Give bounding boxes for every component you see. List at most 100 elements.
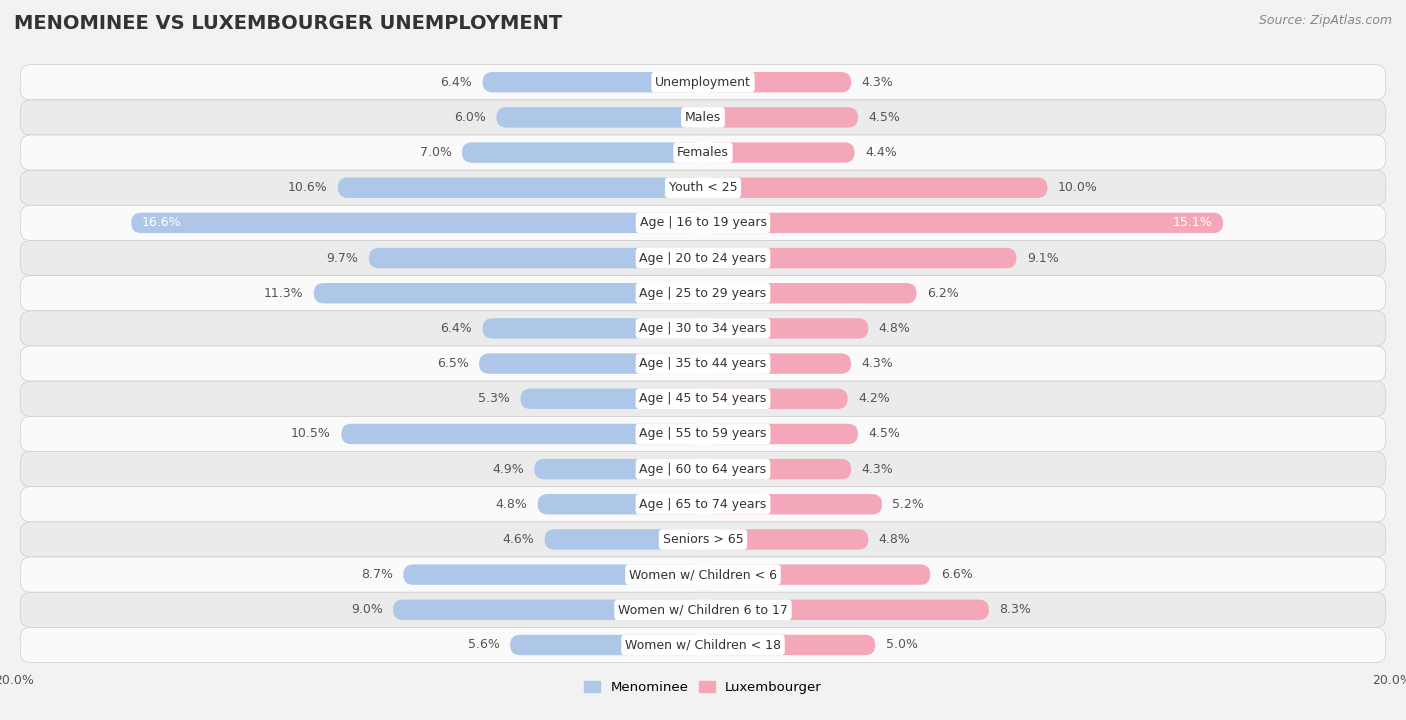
FancyBboxPatch shape — [703, 424, 858, 444]
FancyBboxPatch shape — [703, 318, 869, 338]
Text: Age | 65 to 74 years: Age | 65 to 74 years — [640, 498, 766, 510]
FancyBboxPatch shape — [20, 487, 1386, 522]
FancyBboxPatch shape — [20, 416, 1386, 451]
Text: 6.6%: 6.6% — [941, 568, 973, 581]
FancyBboxPatch shape — [703, 212, 1223, 233]
FancyBboxPatch shape — [20, 205, 1386, 240]
Legend: Menominee, Luxembourger: Menominee, Luxembourger — [579, 676, 827, 700]
Text: Youth < 25: Youth < 25 — [669, 181, 737, 194]
FancyBboxPatch shape — [703, 389, 848, 409]
FancyBboxPatch shape — [20, 311, 1386, 346]
Text: 6.4%: 6.4% — [440, 322, 472, 335]
FancyBboxPatch shape — [537, 494, 703, 515]
Text: 4.8%: 4.8% — [879, 322, 911, 335]
FancyBboxPatch shape — [703, 459, 851, 480]
Text: 16.6%: 16.6% — [142, 217, 181, 230]
Text: Women w/ Children < 18: Women w/ Children < 18 — [626, 639, 780, 652]
Text: Age | 25 to 29 years: Age | 25 to 29 years — [640, 287, 766, 300]
FancyBboxPatch shape — [510, 635, 703, 655]
Text: 4.8%: 4.8% — [879, 533, 911, 546]
Text: 11.3%: 11.3% — [264, 287, 304, 300]
Text: 4.6%: 4.6% — [502, 533, 534, 546]
FancyBboxPatch shape — [20, 170, 1386, 205]
Text: 9.1%: 9.1% — [1026, 251, 1059, 264]
Text: 8.7%: 8.7% — [361, 568, 392, 581]
FancyBboxPatch shape — [703, 635, 875, 655]
Text: Women w/ Children < 6: Women w/ Children < 6 — [628, 568, 778, 581]
Text: 5.6%: 5.6% — [468, 639, 499, 652]
FancyBboxPatch shape — [534, 459, 703, 480]
Text: 5.2%: 5.2% — [893, 498, 924, 510]
Text: Age | 20 to 24 years: Age | 20 to 24 years — [640, 251, 766, 264]
FancyBboxPatch shape — [20, 627, 1386, 662]
Text: 5.0%: 5.0% — [886, 639, 918, 652]
FancyBboxPatch shape — [703, 107, 858, 127]
Text: 4.5%: 4.5% — [869, 111, 900, 124]
FancyBboxPatch shape — [703, 72, 851, 92]
Text: 4.3%: 4.3% — [862, 76, 893, 89]
Text: Age | 35 to 44 years: Age | 35 to 44 years — [640, 357, 766, 370]
Text: Unemployment: Unemployment — [655, 76, 751, 89]
Text: 10.5%: 10.5% — [291, 428, 330, 441]
FancyBboxPatch shape — [20, 100, 1386, 135]
Text: Age | 55 to 59 years: Age | 55 to 59 years — [640, 428, 766, 441]
FancyBboxPatch shape — [482, 72, 703, 92]
FancyBboxPatch shape — [703, 529, 869, 549]
FancyBboxPatch shape — [342, 424, 703, 444]
FancyBboxPatch shape — [703, 564, 931, 585]
Text: 5.3%: 5.3% — [478, 392, 510, 405]
FancyBboxPatch shape — [703, 600, 988, 620]
FancyBboxPatch shape — [482, 318, 703, 338]
Text: Females: Females — [678, 146, 728, 159]
FancyBboxPatch shape — [703, 494, 882, 515]
Text: 4.4%: 4.4% — [865, 146, 897, 159]
FancyBboxPatch shape — [703, 143, 855, 163]
FancyBboxPatch shape — [20, 135, 1386, 170]
FancyBboxPatch shape — [20, 346, 1386, 381]
FancyBboxPatch shape — [703, 354, 851, 374]
Text: Age | 30 to 34 years: Age | 30 to 34 years — [640, 322, 766, 335]
Text: 4.9%: 4.9% — [492, 463, 524, 476]
Text: Seniors > 65: Seniors > 65 — [662, 533, 744, 546]
Text: 9.7%: 9.7% — [326, 251, 359, 264]
FancyBboxPatch shape — [20, 240, 1386, 276]
Text: 9.0%: 9.0% — [350, 603, 382, 616]
FancyBboxPatch shape — [496, 107, 703, 127]
Text: 10.6%: 10.6% — [288, 181, 328, 194]
Text: 4.8%: 4.8% — [495, 498, 527, 510]
Text: 4.2%: 4.2% — [858, 392, 890, 405]
Text: 8.3%: 8.3% — [1000, 603, 1031, 616]
FancyBboxPatch shape — [20, 522, 1386, 557]
FancyBboxPatch shape — [20, 557, 1386, 593]
FancyBboxPatch shape — [20, 451, 1386, 487]
Text: 10.0%: 10.0% — [1057, 181, 1098, 194]
Text: 4.3%: 4.3% — [862, 357, 893, 370]
FancyBboxPatch shape — [703, 248, 1017, 269]
Text: 6.4%: 6.4% — [440, 76, 472, 89]
Text: 7.0%: 7.0% — [419, 146, 451, 159]
Text: 4.5%: 4.5% — [869, 428, 900, 441]
FancyBboxPatch shape — [337, 178, 703, 198]
Text: 15.1%: 15.1% — [1173, 217, 1213, 230]
FancyBboxPatch shape — [20, 381, 1386, 416]
FancyBboxPatch shape — [314, 283, 703, 303]
FancyBboxPatch shape — [20, 276, 1386, 311]
FancyBboxPatch shape — [703, 178, 1047, 198]
FancyBboxPatch shape — [461, 143, 703, 163]
Text: Males: Males — [685, 111, 721, 124]
FancyBboxPatch shape — [20, 65, 1386, 100]
FancyBboxPatch shape — [20, 593, 1386, 627]
Text: 6.2%: 6.2% — [927, 287, 959, 300]
FancyBboxPatch shape — [368, 248, 703, 269]
FancyBboxPatch shape — [703, 283, 917, 303]
FancyBboxPatch shape — [392, 600, 703, 620]
FancyBboxPatch shape — [131, 212, 703, 233]
Text: Women w/ Children 6 to 17: Women w/ Children 6 to 17 — [619, 603, 787, 616]
Text: 4.3%: 4.3% — [862, 463, 893, 476]
Text: Age | 16 to 19 years: Age | 16 to 19 years — [640, 217, 766, 230]
FancyBboxPatch shape — [404, 564, 703, 585]
Text: MENOMINEE VS LUXEMBOURGER UNEMPLOYMENT: MENOMINEE VS LUXEMBOURGER UNEMPLOYMENT — [14, 14, 562, 33]
Text: 6.0%: 6.0% — [454, 111, 486, 124]
FancyBboxPatch shape — [544, 529, 703, 549]
FancyBboxPatch shape — [520, 389, 703, 409]
